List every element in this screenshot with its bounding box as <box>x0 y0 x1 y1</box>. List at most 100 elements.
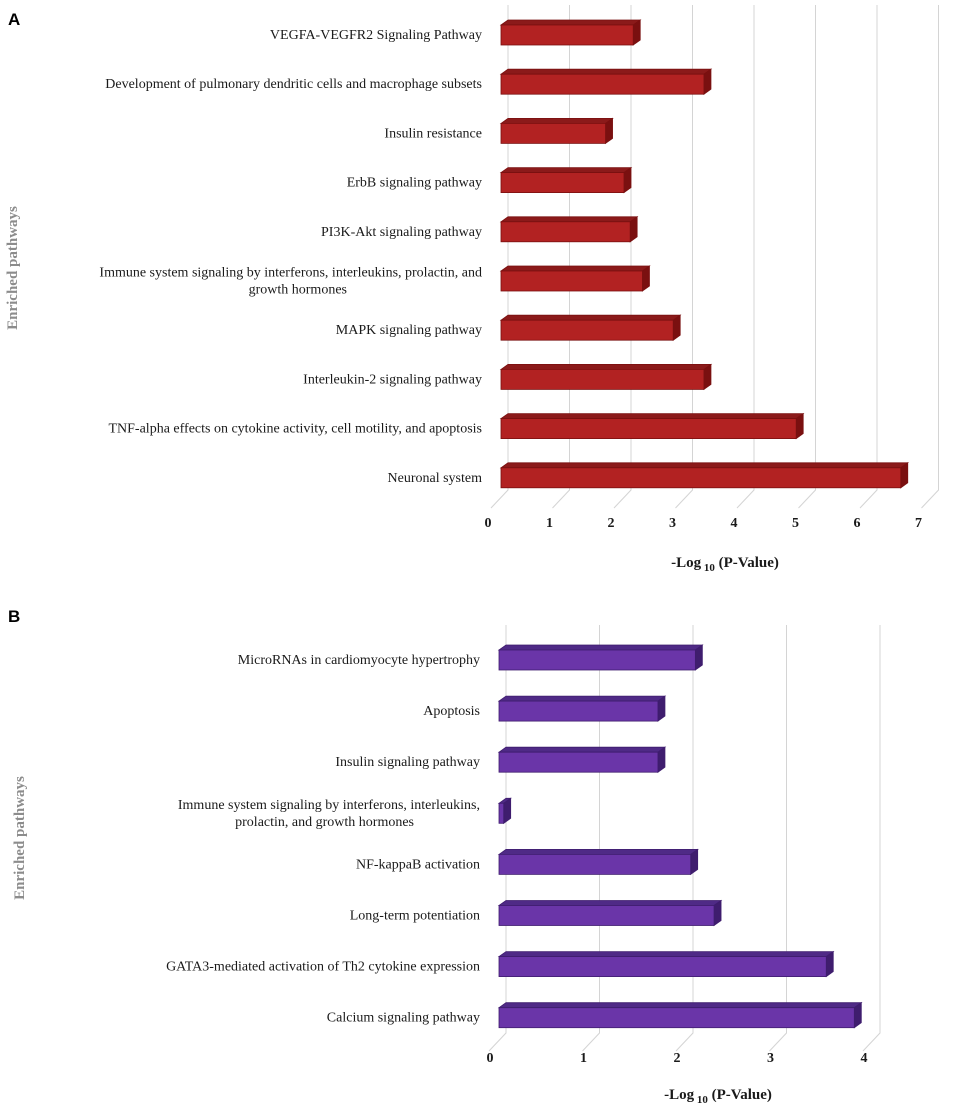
panel-b-gridline <box>769 625 787 1052</box>
panel-b-bar-top <box>497 695 667 702</box>
panel-a-bar-top <box>499 265 651 272</box>
panel-b-category-label: Long-term potentiation <box>350 909 480 924</box>
panel-b-bar-top <box>497 849 699 855</box>
panel-a-category-label: Development of pulmonary dendritic cells… <box>105 77 482 92</box>
panel-b-bar <box>498 802 505 824</box>
panel-a-gridline <box>675 5 693 509</box>
panel-a-gridline <box>921 5 939 509</box>
panel-b-tick-label: 1 <box>580 1051 587 1066</box>
panel-a-bar <box>500 368 705 390</box>
panel-b-category-label-line: Long-term potentiation <box>350 909 480 924</box>
panel-a-category-label-line: Insulin resistance <box>384 126 482 141</box>
panel-b-category-label-line: NF-kappaB activation <box>356 857 480 872</box>
panel-b-bar <box>498 905 715 926</box>
panel-a-bar <box>500 221 631 243</box>
panel-a-tick-label: 4 <box>731 516 738 531</box>
panel-a-bar-top <box>499 413 805 420</box>
panel-b-category-label: NF-kappaB activation <box>356 857 480 872</box>
panel-b-gridline <box>582 625 600 1052</box>
panel-a-category-label-line: Neuronal system <box>388 471 483 486</box>
panel-a-bar-top <box>499 462 909 469</box>
panel-b-bar <box>498 854 692 875</box>
panel-a-category-label-line: VEGFA-VEGFR2 Signaling Pathway <box>270 28 482 43</box>
panel-b-category-label-line: Insulin signaling pathway <box>335 755 480 770</box>
panel-a-bar <box>500 467 902 489</box>
panel-a-gridline <box>859 5 878 509</box>
panel-a-bar <box>500 123 606 144</box>
panel-b-category-label-line: GATA3-mediated activation of Th2 cytokin… <box>166 960 480 975</box>
panel-a-gridline <box>613 5 632 509</box>
panel-b-category-label: Insulin signaling pathway <box>335 755 480 770</box>
panel-b-x-axis-title-part: 10 <box>694 1094 708 1106</box>
panel-b-gridline <box>862 625 881 1052</box>
panel-b-bar <box>498 649 696 671</box>
panel-a-category-label-line: ErbB signaling pathway <box>347 176 482 191</box>
panel-a-bar <box>500 73 705 95</box>
panel-b-x-axis-title-part: -Log <box>664 1087 695 1103</box>
panel-b-category-label-line: Apoptosis <box>423 704 480 719</box>
panel-b-category-label: Apoptosis <box>423 704 480 719</box>
panel-b-bar-top <box>497 951 835 957</box>
panel-a-bar-top <box>499 118 614 124</box>
panel-a-category-label-line: MAPK signaling pathway <box>336 323 482 338</box>
panel-a-gridline <box>552 5 570 509</box>
panel-a-category-label-line: Interleukin-2 signaling pathway <box>303 372 482 387</box>
panel-b-category-label: Immune system signaling by interferons, … <box>178 798 480 830</box>
panel-a-bar-top <box>499 19 642 26</box>
panel-b-gridline <box>488 625 507 1052</box>
panel-a-bar-top <box>499 363 713 370</box>
panel-b-y-axis-title: Enriched pathways <box>12 776 28 900</box>
panel-a-category-label-line: Development of pulmonary dendritic cells… <box>105 77 482 92</box>
panel-a-bar-top <box>499 68 713 75</box>
panel-a-category-label: TNF-alpha effects on cytokine activity, … <box>108 422 482 437</box>
panel-a-category-label-line: TNF-alpha effects on cytokine activity, … <box>108 422 482 437</box>
panel-a-bar-top <box>499 167 633 174</box>
panel-b-tick-label: 3 <box>767 1051 774 1066</box>
panel-b-bar-top <box>497 1002 863 1009</box>
panel-a-category-label: MAPK signaling pathway <box>336 323 482 338</box>
panel-a-category-label: PI3K-Akt signaling pathway <box>321 225 482 240</box>
panel-b-tick-label: 0 <box>487 1051 494 1066</box>
panel-a-label: A <box>8 10 20 29</box>
panel-b-x-axis-title: -Log 10 (P-Value) <box>664 1087 772 1106</box>
panel-a-tick-label: 2 <box>608 516 615 531</box>
panel-a-gridline <box>798 5 816 509</box>
panel-a-category-label: ErbB signaling pathway <box>347 176 482 191</box>
panel-a-category-label-line: growth hormones <box>249 283 347 298</box>
panel-a-tick-label: 7 <box>915 516 922 531</box>
panel-b-x-axis-title-part: (P-Value) <box>708 1087 772 1103</box>
panel-a-y-axis-title: Enriched pathways <box>5 206 21 330</box>
panel-b-category-label-line: MicroRNAs in cardiomyocyte hypertrophy <box>238 653 480 668</box>
panel-b-tick-label: 4 <box>861 1051 868 1066</box>
panel-a-bar <box>500 172 625 194</box>
panel-a-tick-label: 1 <box>546 516 553 531</box>
panel-a-gridline <box>490 5 509 509</box>
panel-a-category-label: Neuronal system <box>388 471 483 486</box>
panel-b-tick-label: 2 <box>674 1051 681 1066</box>
panel-a-tick-label: 0 <box>485 516 492 531</box>
panel-a-x-axis-title-part: (P-Value) <box>715 555 779 571</box>
panel-b-bar-top <box>497 644 704 651</box>
panel-a-bar <box>500 24 634 46</box>
panel-b-bar <box>498 700 659 722</box>
panel-a-category-label-line: PI3K-Akt signaling pathway <box>321 225 482 240</box>
panel-a-x-axis-title-part: 10 <box>701 562 715 574</box>
panel-b-category-label: GATA3-mediated activation of Th2 cytokin… <box>166 960 480 975</box>
panel-a-tick-label: 3 <box>669 516 676 531</box>
panel-b-category-label-line: Calcium signaling pathway <box>327 1011 480 1026</box>
panel-b-bar <box>498 956 827 977</box>
panel-b-bar <box>498 1007 855 1029</box>
panel-b-category-label: Calcium signaling pathway <box>327 1011 480 1026</box>
panel-b-category-label-line: prolactin, and growth hormones <box>235 815 414 830</box>
panel-a-bar-top <box>499 314 682 321</box>
panel-a-category-label: VEGFA-VEGFR2 Signaling Pathway <box>270 28 482 43</box>
panel-a-category-label: Immune system signaling by interferons, … <box>99 266 482 298</box>
panel-a-bar <box>500 270 643 292</box>
panel-b-gridline <box>675 625 694 1052</box>
panel-a-bar <box>500 418 797 440</box>
panel-a-bar <box>500 319 674 341</box>
panel-a-gridline <box>736 5 755 509</box>
panel-a-tick-label: 6 <box>854 516 861 531</box>
panel-a-category-label-line: Immune system signaling by interferons, … <box>99 266 482 281</box>
